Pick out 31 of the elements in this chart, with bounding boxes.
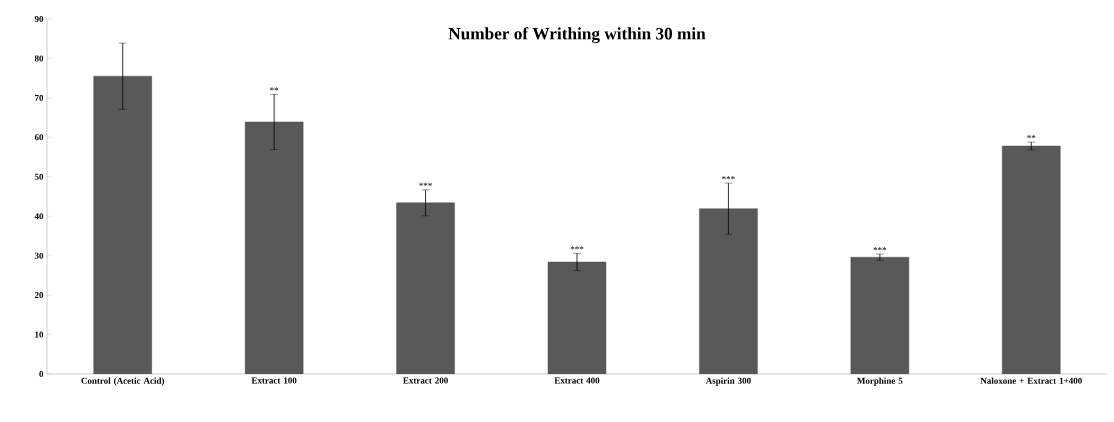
y-tick-label: 60 [34, 134, 44, 141]
y-tick-label: 20 [34, 292, 44, 299]
chart-title: Number of Writhing within 30 min [448, 27, 706, 44]
annotation: *** [873, 247, 887, 251]
y-tick-label: 50 [34, 173, 44, 180]
annotation: ** [1027, 135, 1036, 139]
annotation: *** [570, 246, 584, 250]
bar [244, 121, 304, 374]
y-tick-label: 30 [34, 252, 44, 259]
y-tick-label: 80 [34, 55, 44, 62]
y-tick-label: 70 [35, 94, 44, 101]
y-tick-label: 0 [39, 370, 44, 378]
bar [699, 208, 758, 374]
x-tick-label: Extract 400 [554, 377, 600, 384]
bar [93, 76, 152, 374]
x-tick-label: Extract 100 [251, 377, 297, 384]
bar [396, 202, 455, 374]
y-tick-label: 10 [35, 331, 44, 338]
bar [1002, 145, 1061, 374]
x-tick-label: Extract 200 [403, 377, 448, 384]
x-tick-label: Naloxone + Extract 1+400 [980, 377, 1082, 384]
bar [547, 261, 607, 374]
x-tick-label: Aspirin 300 [705, 377, 751, 386]
y-tick-label: 40 [34, 213, 44, 220]
y-tick-label: 90 [34, 15, 44, 23]
x-tick-label: Control (Acetic Acid) [81, 377, 165, 386]
annotation: *** [419, 182, 432, 187]
bar [850, 257, 910, 374]
x-tick-label: Morphine 5 [857, 377, 903, 386]
annotation: *** [722, 176, 735, 180]
annotation: ** [270, 87, 279, 91]
